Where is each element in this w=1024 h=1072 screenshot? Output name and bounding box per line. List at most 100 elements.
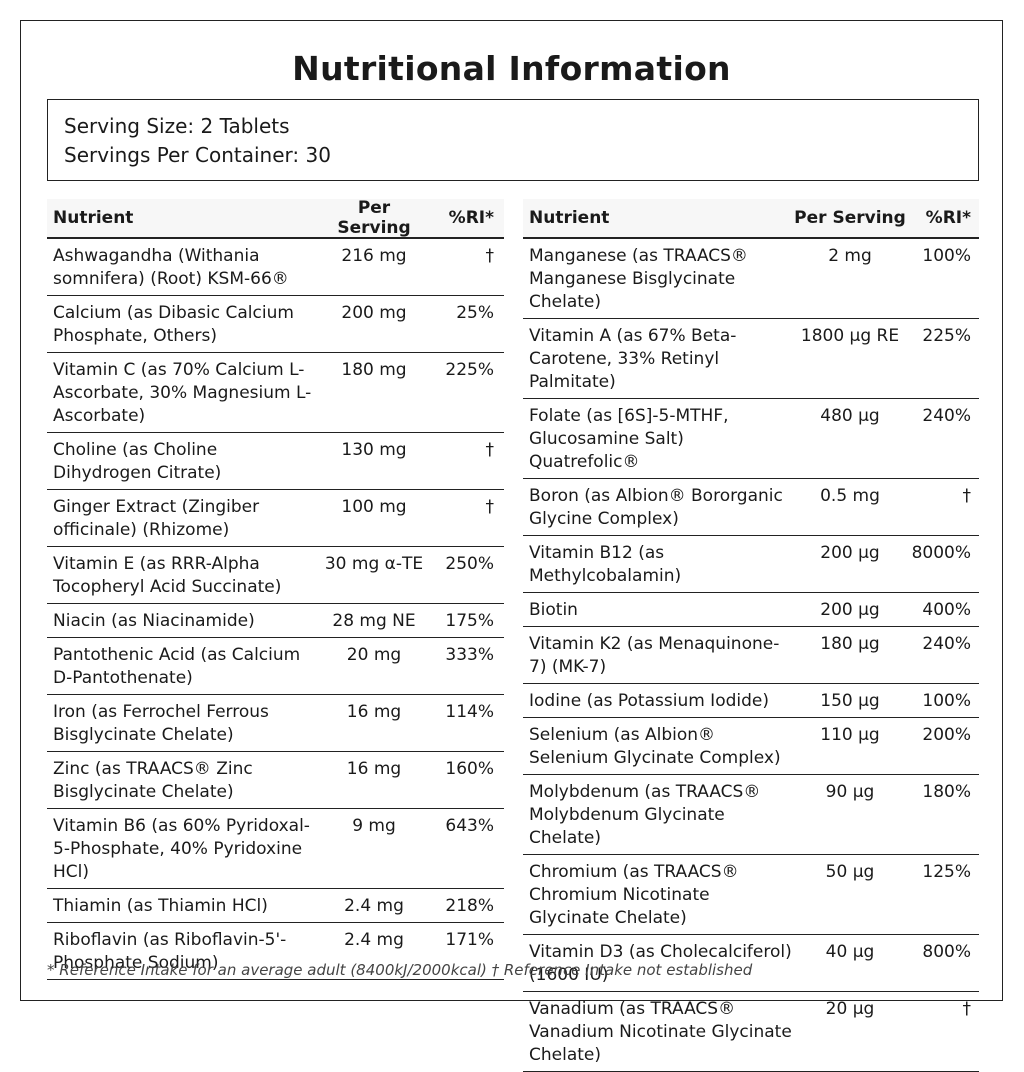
table-row: Biotin 200 µg 400% — [523, 593, 979, 627]
table-row: Niacin (as Niacinamide) 28 mg NE 175% — [47, 604, 504, 638]
table-row: Iodine (as Potassium Iodide) 150 µg 100% — [523, 684, 979, 718]
per-serving-amount: 20 mg — [346, 645, 402, 665]
table-row: Selenium (as Albion® Selenium Glycinate … — [523, 718, 979, 775]
ri-percent: 125% — [922, 862, 971, 882]
nutrient-name: Vitamin B12 (as Methylcobalamin) — [529, 543, 682, 586]
table-row: Chromium (as TRAACS® Chromium Nicotinate… — [523, 855, 979, 935]
nutrient-name: Niacin (as Niacinamide) — [53, 611, 255, 631]
table-row: Thiamin (as Thiamin HCl) 2.4 mg 218% — [47, 889, 504, 923]
nutrient-name: Pantothenic Acid (as Calcium D-Pantothen… — [53, 645, 301, 688]
per-serving-amount: 110 µg — [820, 725, 880, 745]
ri-percent: 200% — [922, 725, 971, 745]
ri-percent: 180% — [922, 782, 971, 802]
page-title: Nutritional Information — [292, 49, 731, 88]
table-row: Vitamin A (as 67% Beta-Carotene, 33% Ret… — [523, 319, 979, 399]
nutrient-name: Iodine (as Potassium Iodide) — [529, 691, 769, 711]
footnote: * Reference Intake for an average adult … — [47, 961, 753, 979]
nutrient-name: Vitamin C (as 70% Calcium L-Ascorbate, 3… — [53, 360, 312, 426]
ri-percent: 175% — [445, 611, 494, 631]
per-serving-amount: 2.4 mg — [344, 930, 404, 950]
ri-percent: 100% — [922, 246, 971, 266]
nutrient-name: Ashwagandha (Withania somnifera) (Root) … — [53, 246, 289, 289]
per-serving-amount: 90 µg — [825, 782, 875, 802]
ri-percent: 160% — [445, 759, 494, 779]
ri-percent: † — [962, 999, 972, 1019]
serving-size: Serving Size: 2 Tablets — [64, 114, 290, 138]
ri-percent: 240% — [922, 634, 971, 654]
table-row: Riboflavin (as Riboflavin-5'-Phosphate S… — [47, 923, 504, 980]
table-header: Nutrient Per Serving %RI* — [523, 199, 979, 239]
nutrient-name: Selenium (as Albion® Selenium Glycinate … — [529, 725, 781, 768]
header-nutrient: Nutrient — [529, 208, 610, 228]
nutrient-name: Vitamin E (as RRR-Alpha Tocopheryl Acid … — [53, 554, 282, 597]
table-row: Calcium (as Dibasic Calcium Phosphate, O… — [47, 296, 504, 353]
per-serving-amount: 16 mg — [346, 702, 402, 722]
table-row: Vitamin K2 (as Menaquinone-7) (MK-7) 180 … — [523, 627, 979, 684]
ri-percent: 250% — [445, 554, 494, 574]
nutrient-table-left: Nutrient Per Serving %RI* Ashwagandha (W… — [47, 198, 504, 980]
nutrient-name: Ginger Extract (Zingiber officinale) (Rh… — [53, 497, 260, 540]
nutrient-name: Vitamin K2 (as Menaquinone-7) (MK-7) — [529, 634, 780, 677]
per-serving-amount: 20 µg — [825, 999, 875, 1019]
header-ri: %RI* — [448, 208, 494, 228]
nutrient-name: Folate (as [6S]-5-MTHF, Glucosamine Salt… — [529, 406, 729, 472]
table-row: Vitamin D3 (as Cholecalciferol) (1600 IU… — [523, 935, 979, 992]
per-serving-amount: 480 µg — [820, 406, 880, 426]
nutrient-name: Choline (as Choline Dihydrogen Citrate) — [53, 440, 222, 483]
ri-percent: 8000% — [911, 543, 971, 563]
per-serving-amount: 200 mg — [341, 303, 407, 323]
nutrient-name: Biotin — [529, 600, 578, 620]
nutrient-name: Boron (as Albion® Bororganic Glycine Com… — [529, 486, 783, 529]
serving-info-box: Serving Size: 2 Tablets Servings Per Con… — [47, 99, 979, 181]
per-serving-amount: 100 mg — [341, 497, 407, 517]
table-row: Manganese (as TRAACS® Manganese Bisglyci… — [523, 239, 979, 319]
ri-percent: 225% — [922, 326, 971, 346]
nutrient-table-right: Nutrient Per Serving %RI* Manganese (as … — [523, 199, 979, 1072]
nutrient-name: Chromium (as TRAACS® Chromium Nicotinate… — [529, 862, 739, 928]
per-serving-amount: 30 mg α-TE — [324, 554, 424, 574]
table-row: Iron (as Ferrochel Ferrous Bisglycinate … — [47, 695, 504, 752]
nutrient-name: Thiamin (as Thiamin HCl) — [53, 896, 268, 916]
ri-percent: 800% — [922, 942, 971, 962]
ri-percent: 114% — [445, 702, 494, 722]
table-row: Pantothenic Acid (as Calcium D-Pantothen… — [47, 638, 504, 695]
per-serving-amount: 180 µg — [820, 634, 880, 654]
per-serving-amount: 50 µg — [825, 862, 875, 882]
servings-per-container: Servings Per Container: 30 — [64, 143, 331, 167]
nutrient-name: Vitamin D3 (as Cholecalciferol) (1600 IU… — [529, 942, 792, 985]
ri-percent: † — [485, 497, 495, 517]
nutrient-name: Vitamin A (as 67% Beta-Carotene, 33% Ret… — [529, 326, 737, 392]
per-serving-amount: 180 mg — [341, 360, 407, 380]
table-row: Vitamin B12 (as Methylcobalamin) 200 µg 80… — [523, 536, 979, 593]
ri-percent: † — [485, 246, 495, 266]
ri-percent: 400% — [922, 600, 971, 620]
nutrient-name: Iron (as Ferrochel Ferrous Bisglycinate … — [53, 702, 269, 745]
nutrient-name: Molybdenum (as TRAACS® Molybdenum Glycin… — [529, 782, 761, 848]
table-row: Molybdenum (as TRAACS® Molybdenum Glycin… — [523, 775, 979, 855]
per-serving-amount: 40 µg — [825, 942, 875, 962]
ri-percent: 333% — [445, 645, 494, 665]
table-row: Choline (as Choline Dihydrogen Citrate) 1… — [47, 433, 504, 490]
nutrient-name: Zinc (as TRAACS® Zinc Bisglycinate Chela… — [53, 759, 253, 802]
table-row: Vitamin B6 (as 60% Pyridoxal-5-Phosphate… — [47, 809, 504, 889]
per-serving-amount: 216 mg — [341, 246, 407, 266]
table-row: Ashwagandha (Withania somnifera) (Root) … — [47, 239, 504, 296]
table-header: Nutrient Per Serving %RI* — [47, 198, 504, 239]
per-serving-amount: 9 mg — [352, 816, 396, 836]
per-serving-amount: 28 mg NE — [332, 611, 416, 631]
table-row: Vitamin C (as 70% Calcium L-Ascorbate, 3… — [47, 353, 504, 433]
nutrient-name: Vitamin B6 (as 60% Pyridoxal-5-Phosphate… — [53, 816, 310, 882]
table-row: Vitamin E (as RRR-Alpha Tocopheryl Acid … — [47, 547, 504, 604]
nutrient-name: Calcium (as Dibasic Calcium Phosphate, O… — [53, 303, 294, 346]
per-serving-amount: 150 µg — [820, 691, 880, 711]
table-row: Zinc (as TRAACS® Zinc Bisglycinate Chela… — [47, 752, 504, 809]
header-nutrient: Nutrient — [53, 208, 134, 228]
header-per-serving: Per Serving — [337, 198, 411, 238]
ri-percent: 171% — [445, 930, 494, 950]
nutrition-panel: Nutritional Information Serving Size: 2 … — [20, 20, 1003, 1072]
header-per-serving: Per Serving — [794, 208, 906, 228]
table-row: Folate (as [6S]-5-MTHF, Glucosamine Salt… — [523, 399, 979, 479]
table-row: Boron (as Albion® Bororganic Glycine Com… — [523, 479, 979, 536]
ri-percent: 225% — [445, 360, 494, 380]
per-serving-amount: 16 mg — [346, 759, 402, 779]
